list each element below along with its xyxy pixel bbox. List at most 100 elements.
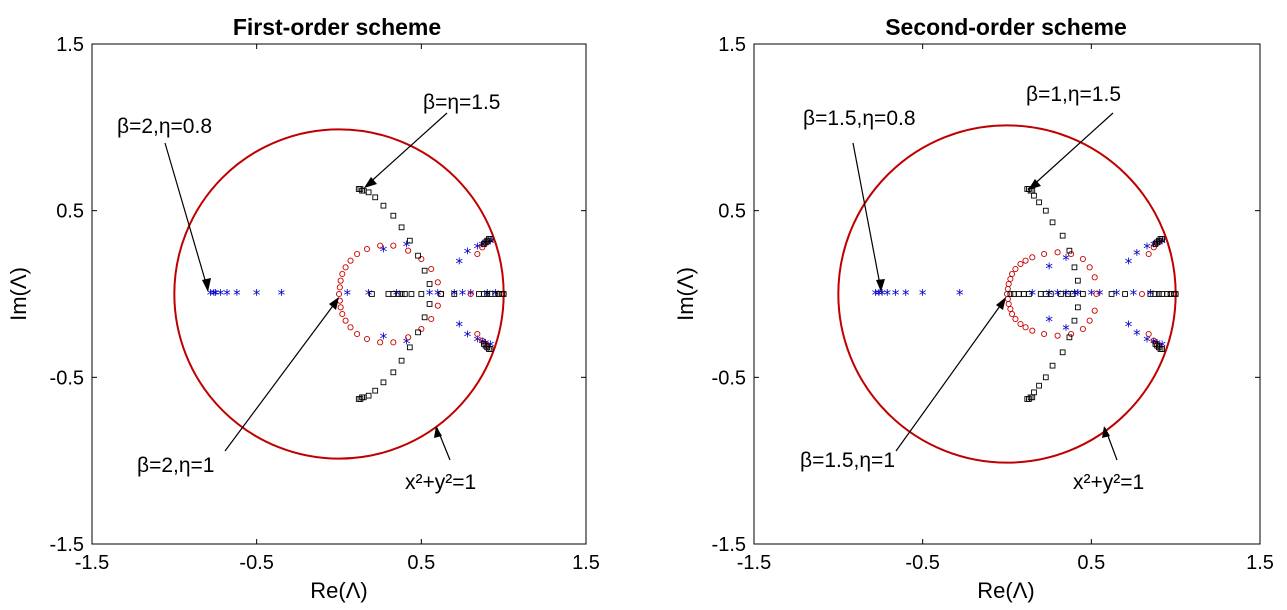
circle-marker (363, 335, 371, 343)
annotation-label: β=1.5,η=1 (800, 449, 895, 472)
asterisk-marker: * (1062, 286, 1070, 304)
data-markers: **** * * * * * * * * * * * * * ***************** (207, 186, 507, 402)
circle-marker (354, 330, 361, 338)
square-marker (1036, 382, 1042, 389)
square-marker (1036, 199, 1042, 206)
square-marker (369, 291, 375, 297)
square-marker (1152, 291, 1159, 297)
square-marker (421, 314, 428, 321)
asterisk-marker: * (919, 286, 927, 304)
y-tick-label: 0.5 (718, 201, 746, 223)
circle-marker (337, 277, 344, 284)
square-marker (365, 189, 372, 196)
circle-marker (1145, 330, 1152, 338)
asterisk-marker: * (483, 286, 491, 304)
circle-marker (1150, 244, 1157, 251)
x-tick-label: -1.5 (75, 552, 109, 574)
circle-marker (1029, 254, 1036, 261)
square-marker (484, 291, 491, 297)
square-marker (481, 241, 487, 247)
arrow-head (1028, 179, 1041, 190)
asterisk-marker: * (1133, 246, 1141, 264)
square-marker (1031, 192, 1037, 199)
arrow-head (1102, 426, 1110, 438)
circle-marker (354, 250, 361, 258)
square-marker (1080, 291, 1086, 297)
square-marker (395, 291, 402, 297)
square-marker (1049, 362, 1056, 369)
square-marker (1108, 291, 1115, 297)
asterisk-marker: * (1158, 234, 1166, 252)
x-axis-label: Re(Λ) (310, 578, 367, 603)
asterisk-marker: * (451, 286, 459, 304)
square-marker (1152, 341, 1159, 347)
asterisk-marker: * (343, 286, 351, 304)
circle-marker (479, 244, 486, 251)
square-marker (1026, 291, 1032, 297)
asterisk-marker: * (1143, 333, 1151, 351)
square-marker (406, 344, 413, 351)
annotation-label: x²+y²=1 (1073, 471, 1144, 494)
square-marker (1155, 237, 1162, 244)
annotation-label: β=η=1.5 (423, 91, 500, 114)
arrow-head (996, 297, 1006, 310)
square-marker (406, 237, 413, 244)
square-marker (1007, 291, 1014, 297)
x-tick-label: 0.5 (1077, 552, 1105, 574)
square-marker (1042, 207, 1049, 214)
y-tick-label: -0.5 (50, 367, 84, 389)
annotation-label: β=2,η=0.8 (117, 115, 212, 138)
square-marker (415, 252, 421, 259)
y-tick-label: -1.5 (50, 534, 84, 556)
square-marker (1026, 396, 1032, 402)
asterisk-marker: * (1147, 286, 1155, 304)
square-marker (1172, 291, 1179, 297)
circle-marker (428, 315, 435, 323)
asterisk-marker: * (455, 254, 463, 272)
circle-marker (418, 325, 425, 333)
asterisk-marker: * (459, 286, 467, 304)
square-marker (390, 369, 397, 376)
asterisk-marker: * (875, 286, 883, 304)
square-marker (492, 291, 499, 297)
square-marker (481, 341, 487, 347)
x-axis-label: Re(Λ) (977, 578, 1034, 603)
square-marker (1069, 291, 1076, 297)
unit-circle (173, 128, 505, 460)
asterisk-marker: * (474, 333, 482, 351)
circle-marker (1012, 265, 1019, 273)
square-marker (1152, 241, 1159, 247)
asterisk-marker: * (464, 244, 472, 262)
asterisk-marker: * (1133, 326, 1141, 344)
x-tick-label: -1.5 (737, 552, 771, 574)
y-tick-label: 1.5 (718, 34, 746, 56)
circle-marker (1091, 274, 1098, 281)
square-marker (398, 224, 405, 231)
circle-marker (1091, 307, 1098, 314)
x-tick-label: 1.5 (1246, 552, 1274, 574)
square-marker (1059, 349, 1066, 356)
asterisk-marker: * (902, 286, 910, 304)
asterisk-marker: * (1062, 251, 1070, 269)
circle-marker (339, 310, 346, 318)
square-marker (357, 396, 364, 402)
circle-marker (1009, 270, 1016, 278)
circle-marker (1022, 324, 1029, 331)
circle-marker (335, 290, 343, 298)
asterisk-marker: * (1045, 313, 1053, 331)
square-marker (1154, 342, 1160, 349)
asterisk-marker: * (1096, 286, 1104, 304)
circle-marker (434, 279, 441, 286)
square-marker (484, 344, 491, 351)
circle-marker (1150, 337, 1157, 344)
square-marker (380, 379, 387, 386)
annotation-arrow (895, 298, 1006, 452)
square-marker (372, 194, 379, 201)
asterisk-marker: * (872, 286, 880, 304)
annotation-arrow (852, 142, 882, 291)
circle-marker (337, 304, 344, 311)
annotation-label: x²+y²=1 (405, 471, 476, 494)
square-marker (1164, 291, 1171, 297)
circle-marker (1093, 290, 1100, 298)
square-marker (1058, 291, 1064, 297)
